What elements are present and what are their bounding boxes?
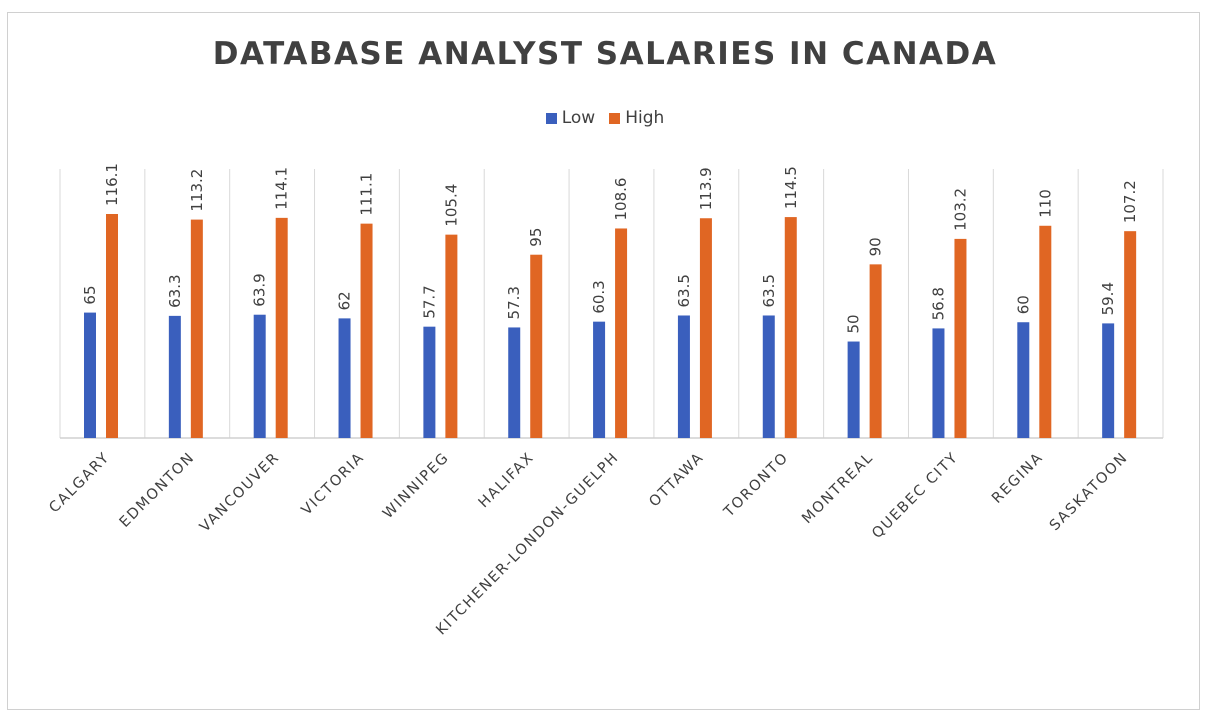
data-label-high: 95	[527, 228, 545, 247]
data-label-low: 59.4	[1099, 282, 1117, 315]
legend-label-low: Low	[561, 108, 596, 128]
data-label-low: 63.5	[760, 274, 778, 307]
data-label-high: 108.6	[612, 178, 630, 221]
data-label-low: 60.3	[590, 280, 608, 313]
data-label-high: 113.9	[697, 167, 715, 210]
data-label-low: 65	[81, 285, 99, 304]
bar-low	[508, 327, 521, 438]
category-label: WINNIPEG	[380, 450, 453, 523]
bar-low	[84, 312, 96, 438]
data-label-low: 63.9	[251, 273, 269, 306]
bar-high	[190, 219, 203, 438]
category-label: SASKATOON	[1047, 450, 1132, 535]
data-label-high: 110	[1036, 189, 1054, 218]
data-label-high: 111.1	[358, 173, 376, 216]
category-label: TORONTO	[721, 450, 792, 521]
category-label: EDMONTON	[117, 450, 198, 531]
legend-label-high: High	[625, 108, 665, 128]
bar-high	[106, 214, 118, 438]
category-label: QUEBEC CITY	[869, 450, 961, 542]
bar-low	[423, 326, 436, 438]
bar-low	[253, 314, 266, 438]
category-label: HALIFAX	[476, 450, 538, 512]
data-label-low: 50	[845, 314, 863, 333]
bar-high	[869, 264, 882, 438]
bar-low	[168, 315, 181, 438]
data-label-high: 113.2	[188, 169, 206, 212]
bar-low	[1102, 323, 1115, 438]
category-label: MONTREAL	[799, 450, 877, 528]
data-label-low: 63.3	[166, 274, 184, 307]
bar-high	[954, 238, 967, 438]
bar-low	[338, 318, 351, 438]
legend-item-high: High	[609, 108, 664, 128]
bar-high	[530, 254, 543, 438]
data-label-low: 63.5	[675, 274, 693, 307]
bar-high	[784, 217, 797, 438]
bar-low	[932, 328, 945, 438]
legend: Low High	[0, 108, 1210, 128]
data-label-high: 103.2	[951, 188, 969, 231]
bar-low	[677, 315, 690, 438]
data-label-high: 114.1	[273, 167, 291, 210]
bar-low	[593, 321, 606, 438]
bar-high	[615, 228, 628, 438]
data-label-low: 56.8	[929, 287, 947, 320]
legend-item-low: Low	[545, 108, 596, 128]
data-label-low: 57.3	[505, 286, 523, 319]
data-label-high: 90	[867, 237, 885, 256]
legend-swatch-low	[545, 112, 557, 124]
data-label-low: 57.7	[420, 285, 438, 318]
bar-low	[1017, 322, 1030, 438]
data-label-high: 107.2	[1121, 180, 1139, 223]
bar-high	[360, 223, 373, 438]
category-label: OTTAWA	[646, 450, 707, 511]
data-label-low: 60	[1014, 295, 1032, 314]
bar-high	[445, 234, 458, 438]
chart-title: DATABASE ANALYST SALARIES IN CANADA	[212, 36, 998, 72]
bar-high	[275, 217, 288, 438]
data-label-low: 62	[336, 291, 354, 310]
data-label-high: 114.5	[782, 166, 800, 209]
category-label: CALGARY	[46, 450, 113, 517]
bar-high	[1124, 231, 1137, 438]
bar-high	[699, 218, 712, 438]
bar-low	[847, 341, 860, 438]
data-label-high: 105.4	[442, 184, 460, 227]
legend-swatch-high	[609, 112, 621, 124]
category-label: KITCHENER-LONDON-GUELPH	[433, 450, 622, 639]
category-label: REGINA	[989, 450, 1046, 507]
bar-high	[1039, 225, 1052, 438]
data-label-high: 116.1	[103, 163, 121, 206]
bar-low	[762, 315, 775, 438]
category-label: VANCOUVER	[197, 450, 283, 536]
category-label: VICTORIA	[299, 450, 368, 519]
